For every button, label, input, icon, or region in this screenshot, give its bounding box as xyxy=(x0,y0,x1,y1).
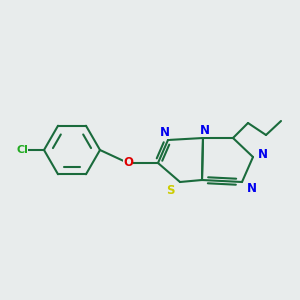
Text: N: N xyxy=(200,124,210,136)
Text: N: N xyxy=(258,148,268,161)
Text: N: N xyxy=(160,125,170,139)
Text: Cl: Cl xyxy=(16,145,28,155)
Text: O: O xyxy=(123,157,133,169)
Text: S: S xyxy=(166,184,174,196)
Text: N: N xyxy=(247,182,257,194)
